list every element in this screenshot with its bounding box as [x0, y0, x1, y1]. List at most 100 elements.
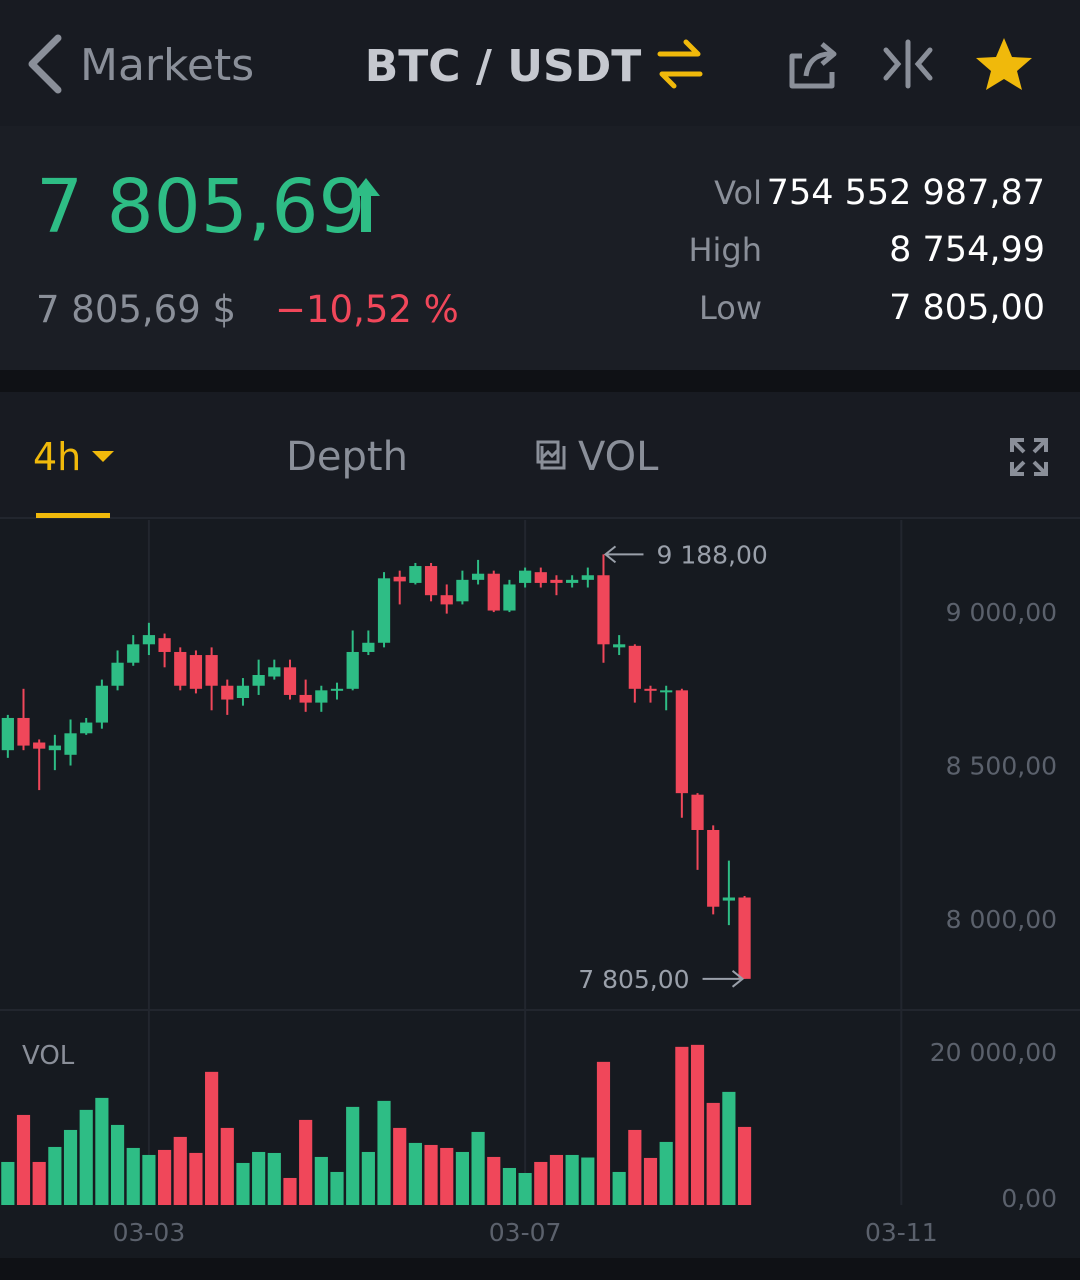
candle-body [409, 566, 422, 583]
volume-bar [126, 1147, 140, 1205]
fiat-price: 7 805,69 $ [36, 288, 236, 331]
up-arrow [352, 178, 380, 232]
candle-body [127, 644, 140, 663]
volume-bar [581, 1157, 595, 1205]
volume-bar [487, 1156, 501, 1205]
compare-icon[interactable] [883, 39, 933, 89]
volume-bar [330, 1171, 344, 1205]
tab-depth[interactable]: Depth [286, 434, 408, 480]
extreme-marker: 9 188,00 [603, 540, 768, 569]
back-icon[interactable] [28, 34, 62, 94]
extreme-marker: 7 805,00 [578, 965, 745, 994]
candle-body [518, 570, 532, 583]
volume-bar [1, 1161, 15, 1205]
candle-body [424, 566, 438, 596]
volume-bar [283, 1177, 297, 1205]
volume-bar [252, 1151, 266, 1205]
candle-body [205, 655, 218, 686]
volume-bar [110, 1124, 125, 1205]
indicator-icon[interactable] [536, 440, 566, 470]
candle-body [189, 655, 203, 689]
candle-body [722, 897, 735, 901]
candle-body [707, 829, 720, 907]
volume-bar [79, 1109, 93, 1205]
volume-bar [518, 1172, 532, 1205]
candle-body [440, 595, 453, 605]
favorite-icon[interactable] [976, 38, 1032, 90]
candle-body [613, 644, 626, 648]
marker-label: 7 805,00 [578, 965, 689, 994]
stat-value: 7 805,00 [889, 288, 1045, 328]
candle-body [299, 694, 312, 703]
volume-title: VOL [22, 1041, 75, 1071]
volume-bar [189, 1152, 203, 1205]
volume-bar [722, 1091, 736, 1205]
volume-bar [236, 1162, 250, 1205]
stat-label: Low [699, 289, 762, 327]
candle-body [581, 575, 594, 580]
volume-bar [549, 1154, 564, 1205]
volume-bar [346, 1106, 360, 1205]
marker-arrow [702, 970, 745, 988]
volume-bar [596, 1061, 611, 1205]
candle-body [346, 651, 359, 689]
candle-body [48, 745, 61, 751]
candle-body [456, 579, 469, 602]
y-tick-label: 8 000,00 [946, 905, 1057, 934]
candle-body [471, 573, 485, 580]
candle-body [268, 667, 281, 677]
volume-bar [142, 1154, 156, 1205]
candle-body [80, 722, 93, 734]
tab-vol[interactable]: VOL [578, 434, 659, 480]
back-label[interactable]: Markets [80, 40, 254, 91]
volume-bar [205, 1071, 219, 1205]
dropdown-caret[interactable] [92, 451, 114, 462]
y-tick-label: 8 500,00 [946, 752, 1057, 781]
candle-body [236, 685, 250, 699]
y-tick-label: 9 000,00 [946, 598, 1057, 627]
stat-label: Vol [714, 174, 762, 212]
x-tick-label: 03-07 [489, 1218, 562, 1247]
volume-bar [675, 1046, 689, 1205]
marker-label: 9 188,00 [656, 540, 767, 569]
tab-underline [36, 513, 110, 518]
stat-value: 8 754,99 [889, 230, 1045, 270]
volume-bar [424, 1144, 438, 1205]
volume-bar [48, 1146, 62, 1205]
volume-bar [659, 1141, 673, 1205]
volume-bar [706, 1102, 720, 1205]
chart-panel [0, 518, 1080, 1258]
y-tick-label: 20 000,00 [930, 1038, 1057, 1067]
fullscreen-icon[interactable] [1010, 438, 1048, 476]
candle-body [660, 690, 673, 693]
tab-interval[interactable]: 4h [33, 435, 81, 479]
volume-bar [377, 1100, 391, 1205]
share-icon[interactable] [789, 42, 837, 89]
price-change: −10,52 % [275, 288, 459, 331]
candle-body [158, 638, 171, 652]
candle-body [597, 575, 610, 645]
candle-body [33, 742, 46, 749]
x-tick-label: 03-03 [113, 1218, 186, 1247]
candle-body [142, 635, 156, 645]
candle-body [644, 688, 657, 691]
swap-icon[interactable] [657, 39, 703, 89]
volume-bar [220, 1127, 234, 1205]
candle-body [550, 579, 563, 583]
volume-bar [471, 1131, 485, 1205]
candle-body [393, 576, 406, 582]
candle-body [691, 794, 704, 830]
candle-body [503, 584, 516, 611]
marker-arrow [603, 545, 644, 564]
volume-bar [267, 1152, 281, 1205]
volume-bar [16, 1114, 31, 1205]
y-tick-label: 0,00 [1001, 1184, 1057, 1213]
volume-bar [63, 1129, 78, 1205]
candle-body [17, 717, 30, 746]
candle-body [111, 662, 124, 686]
candle-body [64, 733, 77, 755]
candle-body [675, 690, 688, 794]
pair-title: BTC / USDT [365, 41, 642, 92]
stat-label: High [688, 231, 762, 269]
